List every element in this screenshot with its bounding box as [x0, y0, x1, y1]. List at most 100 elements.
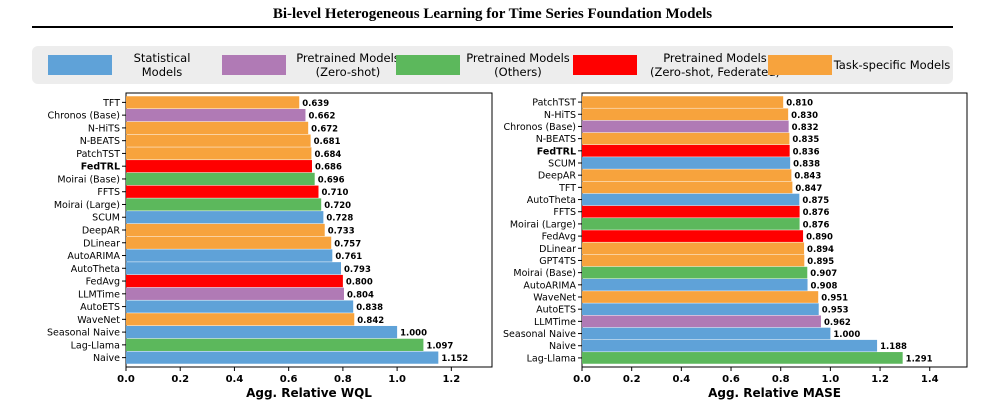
value-label: 0.793	[344, 265, 371, 275]
value-label: 0.696	[318, 175, 345, 185]
category-label: AutoTheta	[71, 264, 120, 275]
bar-deepar	[582, 169, 792, 182]
value-label: 0.951	[821, 294, 848, 304]
category-label: LLMTime	[78, 289, 120, 300]
value-label: 0.842	[357, 316, 384, 326]
bar-seasonal-naive	[126, 325, 398, 339]
x-tick-label: 1.0	[388, 374, 406, 385]
x-tick-label: 0.4	[672, 374, 690, 385]
bar-lag-llama	[582, 352, 903, 364]
bar-moirai-base-	[126, 172, 315, 186]
value-label: 0.875	[802, 196, 829, 206]
legend-label-task-specific: Task-specific Models	[833, 58, 951, 72]
category-label: DeepAR	[538, 171, 577, 182]
value-label: 0.710	[321, 188, 348, 198]
value-label: 0.672	[311, 124, 338, 134]
legend-swatch-pretrained-federated	[573, 55, 637, 75]
bar-fedavg	[126, 274, 343, 288]
category-label: Lag-Llama	[71, 340, 120, 351]
bar-patchtst	[582, 96, 784, 108]
value-label: 0.639	[302, 99, 329, 109]
category-label: FedAvg	[542, 232, 576, 243]
bar-naive	[582, 339, 878, 352]
bar-chronos-base-	[582, 120, 789, 133]
bar-n-hits	[582, 108, 789, 121]
x-tick-label: 0.0	[573, 374, 591, 385]
x-tick-label: 1.0	[822, 374, 840, 385]
x-tick-label: 0.6	[722, 374, 740, 385]
page-title: Bi-level Heterogeneous Learning for Time…	[272, 6, 713, 22]
category-label: FedTRL	[81, 162, 120, 173]
x-axis-label: Agg. Relative MASE	[708, 386, 841, 400]
bar-autoarima	[126, 249, 333, 262]
bar-ffts	[126, 185, 319, 198]
category-label: N-BEATS	[80, 136, 120, 147]
x-tick-label: 0.8	[334, 374, 352, 385]
category-label: GPT4TS	[539, 256, 576, 267]
category-label: PatchTST	[532, 98, 576, 109]
bar-fedtrl	[582, 144, 790, 157]
value-label: 1.291	[906, 354, 933, 364]
title-divider	[32, 26, 953, 28]
bar-gpt4ts	[582, 254, 805, 267]
bar-wavenet	[582, 291, 819, 303]
bar-seasonal-naive	[582, 327, 831, 340]
chart-mase: 0.810 PatchTST 0.830 N-HiTS 0.832 Chronos (Ba…	[503, 92, 968, 400]
x-tick-label: 0.6	[280, 374, 298, 385]
x-tick-label: 1.2	[871, 374, 889, 385]
category-label: SCUM	[548, 159, 576, 170]
value-label: 0.720	[324, 201, 351, 211]
x-tick-label: 0.2	[171, 374, 189, 385]
category-label: WaveNet	[77, 315, 120, 326]
category-label: FFTS	[553, 207, 576, 218]
x-tick-label: 1.4	[921, 374, 939, 385]
bar-autoets	[126, 300, 354, 313]
chart-legend: Statistical Models Pretrained Models (Zer…	[32, 46, 953, 84]
category-label: Moirai (Large)	[510, 219, 576, 230]
value-label: 0.962	[824, 318, 851, 328]
value-label: 0.843	[794, 172, 821, 182]
value-label: 0.728	[326, 214, 353, 224]
value-label: 0.895	[807, 257, 834, 267]
bar-autotheta	[126, 262, 341, 275]
value-label: 1.152	[441, 354, 468, 364]
bar-chronos-base-	[126, 109, 306, 122]
value-label: 1.000	[400, 329, 427, 339]
bar-n-hits	[126, 121, 309, 135]
value-label: 0.838	[793, 160, 820, 170]
value-label: 0.908	[811, 281, 838, 291]
bar-dlinear	[126, 236, 332, 249]
value-label: 0.686	[315, 163, 342, 173]
legend-label-statistical: Statistical Models	[133, 51, 191, 79]
x-axis-label: Agg. Relative WQL	[246, 386, 372, 400]
bar-ffts	[582, 205, 800, 218]
value-label: 0.761	[335, 252, 362, 262]
value-label: 0.684	[314, 150, 341, 160]
category-label: Seasonal Naive	[503, 329, 576, 340]
bar-llmtime	[582, 315, 821, 328]
bar-fedtrl	[126, 160, 312, 173]
value-label: 0.876	[803, 220, 830, 230]
value-label: 0.681	[314, 137, 341, 147]
category-label: DLinear	[539, 244, 576, 255]
category-label: N-BEATS	[536, 134, 576, 145]
chart-wql: 0.639 TFT 0.662 Chronos (Base) 0.672 N-HiTS 0.…	[47, 92, 493, 400]
bar-patchtst	[126, 147, 312, 160]
category-label: Moirai (Base)	[513, 268, 576, 279]
x-tick-label: 0.2	[623, 374, 641, 385]
value-label: 0.804	[347, 290, 374, 300]
bar-tft	[126, 96, 300, 109]
value-label: 0.835	[792, 135, 819, 145]
category-label: AutoETS	[536, 305, 576, 316]
value-label: 0.662	[308, 112, 335, 122]
bar-n-beats	[582, 132, 790, 145]
legend-label-pretrained-federated: Pretrained Models (Zero-shot, Federated)	[649, 51, 781, 79]
category-label: Naive	[93, 353, 120, 364]
value-label: 0.830	[791, 111, 818, 121]
legend-swatch-pretrained-others	[396, 55, 460, 75]
bar-moirai-base-	[582, 266, 808, 279]
bar-wavenet	[126, 313, 355, 326]
category-label: LLMTime	[534, 317, 576, 328]
category-label: N-HiTS	[88, 123, 120, 134]
value-label: 0.953	[822, 306, 849, 316]
